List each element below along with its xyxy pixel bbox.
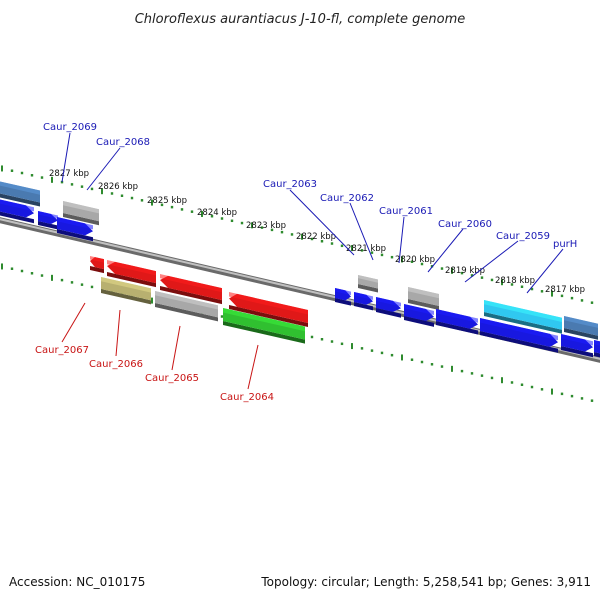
gene-label-caur-2064: Caur_2064 — [220, 392, 274, 403]
leader-caur-2060 — [427, 228, 464, 273]
gene-arrow-caur-2067 — [90, 256, 104, 274]
gene-arrow-caur-2071 — [0, 199, 34, 224]
kbp-label: 2818 kbp — [495, 276, 535, 286]
gene-label-caur-2063: Caur_2063 — [263, 179, 317, 190]
leader-lines — [61, 132, 564, 390]
gene-block-caur-2070 — [0, 181, 40, 207]
leader-caur-2059 — [464, 240, 519, 283]
gene-label-caur-2062: Caur_2062 — [320, 193, 374, 204]
gene-arrow-caur-2060 — [404, 304, 434, 327]
leader-caur-2064 — [247, 344, 259, 390]
gene-label-caur-2061: Caur_2061 — [379, 206, 433, 217]
gene-arrow-caur-2059b — [480, 318, 558, 353]
kbp-label: 2827 kbp — [49, 169, 89, 179]
gene-arrow-caur-2062 — [354, 292, 373, 311]
gene-label-caur-2067: Caur_2067 — [35, 345, 89, 356]
gene-features — [0, 181, 600, 358]
gene-arrow-caur-2065a — [160, 274, 222, 305]
map-title: Chloroflexus aurantiacus J-10-fl, comple… — [135, 12, 466, 27]
gene-block-caur-2064 — [223, 308, 305, 344]
gene-arrow-caur-2068b — [57, 217, 93, 242]
kbp-label: 2824 kbp — [197, 208, 237, 218]
gene-block-caur-2059 — [484, 300, 562, 334]
gene-label-caur-2068: Caur_2068 — [96, 137, 150, 148]
gene-arrow-caur-2066a — [107, 260, 156, 288]
leader-caur-2066 — [115, 309, 121, 357]
gene-labels-bottom: Caur_2067 Caur_2066 Caur_2065 Caur_2064 — [35, 345, 274, 403]
gene-arrow-caur-2069 — [38, 211, 58, 230]
gene-block-caur-2068 — [63, 201, 99, 226]
gene-arrow-caur-2064a — [229, 292, 308, 327]
kbp-label: 2825 kbp — [147, 196, 187, 206]
gene-arrow-caur-2061 — [376, 297, 401, 318]
kbp-label: 2823 kbp — [246, 221, 286, 231]
leader-caur-2063 — [289, 189, 355, 256]
kbp-label: 2826 kbp — [98, 182, 138, 192]
gene-arrow-caur-2063 — [335, 288, 351, 306]
gene-block-caur-2065 — [155, 291, 218, 322]
kbp-ruler: 2827 kbp 2826 kbp 2825 kbp 2824 kbp 2823… — [49, 169, 585, 295]
gene-block-caur-2061 — [408, 287, 439, 311]
gene-label-caur-2059: Caur_2059 — [496, 231, 550, 242]
kbp-label: 2819 kbp — [445, 266, 485, 276]
gene-block-caur-2066 — [101, 277, 151, 305]
leader-caur-2069 — [61, 132, 71, 183]
gene-label-purh: purH — [553, 239, 577, 250]
gene-block-purh — [564, 316, 598, 340]
leader-caur-2061 — [398, 216, 405, 264]
gene-block-caur-2062 — [358, 275, 378, 293]
kbp-label: 2821 kbp — [346, 244, 386, 254]
gene-block-edge — [594, 340, 600, 358]
leader-caur-2065 — [171, 325, 181, 371]
gene-arrow-caur-2059a — [436, 309, 478, 335]
kbp-label: 2817 kbp — [545, 285, 585, 295]
gene-label-caur-2065: Caur_2065 — [145, 373, 199, 384]
gene-arrow-purh — [561, 334, 593, 358]
kbp-label: 2822 kbp — [296, 232, 336, 242]
gene-label-caur-2060: Caur_2060 — [438, 219, 492, 230]
gene-label-caur-2069: Caur_2069 — [43, 122, 97, 133]
leader-purh — [526, 248, 564, 294]
accession-text: Accession: NC_010175 — [9, 575, 145, 589]
leader-caur-2062 — [349, 202, 374, 261]
leader-caur-2068 — [86, 147, 121, 191]
leader-caur-2067 — [61, 302, 86, 343]
gene-label-caur-2066: Caur_2066 — [89, 359, 143, 370]
gene-labels-top: Caur_2069 Caur_2068 Caur_2063 Caur_2062 … — [43, 122, 577, 250]
genome-info-text: Topology: circular; Length: 5,258,541 bp… — [260, 575, 591, 589]
kbp-label: 2820 kbp — [395, 255, 435, 265]
